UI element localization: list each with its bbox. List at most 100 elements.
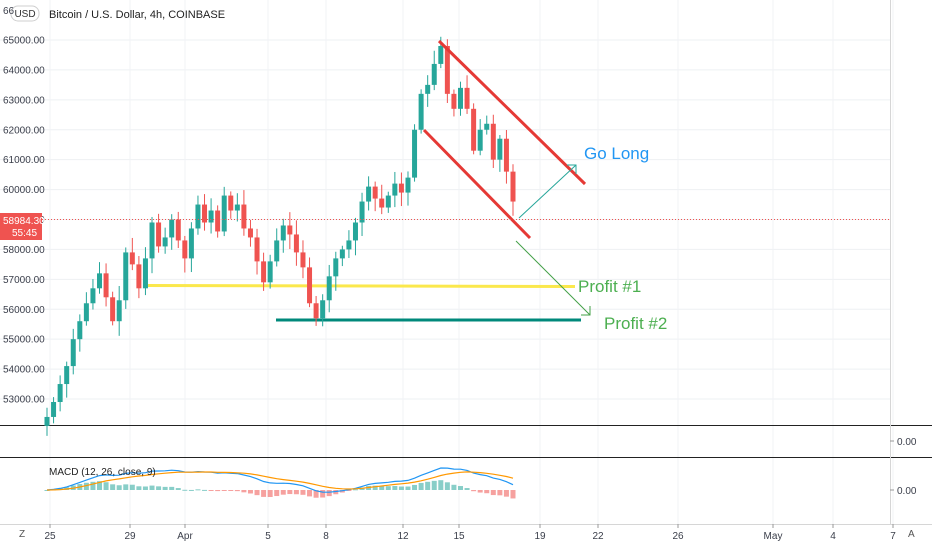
macd-histogram-bar — [267, 490, 273, 497]
candlestick-series — [44, 36, 516, 436]
macd-histogram-bar — [313, 490, 319, 498]
currency-badge-label: USD — [14, 9, 35, 20]
channel-lower-line[interactable] — [422, 128, 532, 240]
go-long-arrow[interactable] — [518, 164, 577, 219]
candle-body — [208, 210, 214, 223]
candle-body — [267, 261, 273, 283]
time-axis[interactable]: 25 29 Apr 5 8 12 15 19 22 26 May 4 7 — [44, 524, 896, 542]
macd-histogram-bar — [293, 490, 299, 495]
macd-histogram-bar — [497, 490, 503, 496]
symbol-title: Bitcoin / U.S. Dollar, 4h, COINBASE — [49, 9, 225, 21]
price-tick-label: 65000.00 — [3, 36, 45, 47]
time-tick-label: 25 — [44, 531, 56, 542]
macd-histogram-bar — [44, 490, 50, 491]
macd-histogram-bar — [195, 489, 201, 491]
candle-body — [333, 258, 339, 277]
candle-body — [188, 228, 194, 259]
macd-histogram-bar — [162, 486, 168, 490]
candle-body — [490, 123, 496, 160]
macd-histogram-bar — [490, 490, 496, 496]
macd-histogram-bar — [444, 482, 450, 490]
macd-histogram-bar — [412, 484, 418, 490]
macd-histogram-bar — [261, 490, 267, 497]
time-tick-label: 4 — [830, 531, 836, 542]
price-tick-label: 60000.00 — [3, 185, 45, 196]
candle-body — [228, 195, 234, 211]
time-tick-label: 5 — [265, 531, 271, 542]
price-tick-label: 61000.00 — [3, 155, 45, 166]
candle-body — [57, 384, 63, 402]
candle-body — [287, 225, 293, 235]
candle-body — [156, 222, 162, 247]
macd-histogram-bar — [471, 490, 477, 492]
candle-body — [116, 300, 122, 322]
candle-body — [477, 129, 483, 151]
current-price-badge: 58984.30 55:45 — [0, 213, 45, 240]
candle-body — [182, 240, 188, 259]
candle-body — [83, 303, 89, 322]
candle-body — [431, 63, 437, 85]
macd-histogram-bar — [320, 490, 326, 498]
candle-body — [392, 183, 398, 196]
candle-body — [44, 416, 50, 426]
candle-body — [457, 87, 463, 109]
candle-body — [385, 195, 391, 208]
macd-histogram-bar — [379, 486, 385, 490]
candle-body — [103, 273, 109, 298]
candle-body — [234, 204, 240, 211]
macd-histogram-bar — [103, 482, 109, 490]
candle-body — [221, 195, 227, 232]
candle-body — [425, 84, 431, 94]
macd-histogram-bar — [280, 490, 286, 495]
macd-histogram-bar — [385, 486, 391, 490]
candle-body — [326, 276, 332, 301]
macd-histogram-bar — [241, 490, 247, 493]
middle-pane-value: 0.00 — [897, 437, 917, 448]
candle-body — [90, 288, 96, 304]
macd-histogram-bar — [156, 486, 162, 490]
candle-body — [451, 93, 457, 109]
currency-badge[interactable]: USD — [10, 5, 40, 22]
auto-scale-a-button[interactable]: A — [908, 529, 915, 540]
macd-histogram-bar — [188, 489, 194, 491]
candle-body — [444, 45, 450, 94]
macd-histogram-bar — [464, 488, 470, 490]
candle-body — [293, 234, 299, 253]
candle-body — [64, 366, 70, 385]
profit1-support-line[interactable] — [146, 284, 576, 288]
candle-body — [162, 237, 168, 247]
macd-histogram-bar — [234, 490, 240, 492]
macd-histogram-bar — [451, 484, 457, 490]
candle-body — [464, 87, 470, 109]
candle-body — [339, 249, 345, 259]
macd-histogram-bar — [215, 490, 221, 492]
candle-body — [438, 45, 444, 64]
current-price-value: 58984.30 — [3, 216, 45, 227]
time-tick-label: 22 — [592, 531, 604, 542]
macd-pane — [44, 467, 516, 499]
time-tick-label: 26 — [672, 531, 684, 542]
macd-histogram-bar — [274, 490, 280, 497]
auto-scale-z-button[interactable]: Z — [19, 529, 25, 540]
macd-line — [46, 467, 514, 493]
candle-body — [175, 219, 181, 241]
macd-histogram-bar — [300, 490, 306, 495]
go-long-label: Go Long — [584, 144, 649, 163]
macd-histogram-bar — [221, 490, 227, 491]
candle-body — [123, 252, 129, 301]
price-axis-top-partial: 66 — [3, 6, 15, 17]
channel-upper-line[interactable] — [437, 39, 587, 186]
macd-histogram-bar — [110, 484, 116, 490]
time-tick-label: 29 — [124, 531, 136, 542]
candle-body — [398, 183, 404, 193]
short-arrow[interactable] — [515, 240, 591, 316]
price-tick-label: 55000.00 — [3, 335, 45, 346]
macd-histogram-bar — [333, 490, 339, 495]
candle-body — [405, 177, 411, 193]
price-tick-label: 64000.00 — [3, 65, 45, 76]
candle-body — [247, 228, 253, 238]
macd-histogram-bar — [405, 486, 411, 490]
z-button-label: Z — [19, 529, 25, 540]
candle-body — [346, 240, 352, 250]
